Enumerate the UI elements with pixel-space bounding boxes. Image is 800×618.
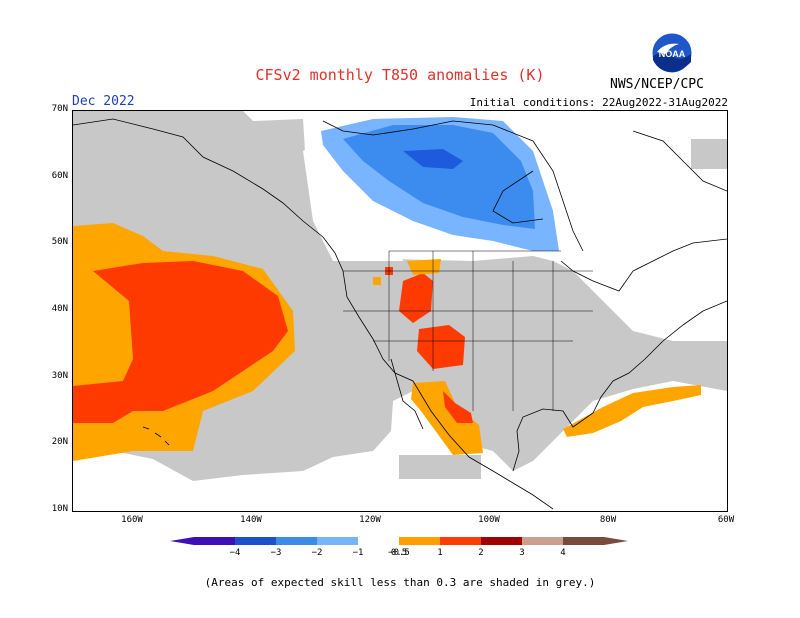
colorbar-cell	[276, 537, 317, 545]
chart-title: CFSv2 monthly T850 anomalies (K)	[255, 66, 545, 84]
initial-conditions: Initial conditions: 22Aug2022-31Aug2022	[469, 96, 728, 109]
colorbar-cell	[194, 537, 235, 545]
noaa-logo: NOAA	[651, 32, 693, 74]
colorbar-arrow-right	[604, 537, 628, 545]
lat-label: 60N	[51, 171, 68, 181]
colorbar-label: −1	[352, 548, 364, 558]
grey-patch	[691, 139, 727, 169]
colorbar-arrow-left	[170, 537, 194, 545]
agency-label: NWS/NCEP/CPC	[610, 77, 704, 92]
coastlines	[73, 118, 727, 510]
lat-label: 50N	[51, 237, 68, 247]
cold-anomaly-dark	[403, 149, 463, 169]
lat-label: 40N	[51, 304, 68, 314]
lon-label: 100W	[478, 515, 500, 525]
lon-label: 60W	[717, 515, 735, 525]
logo-text: NOAA	[659, 49, 686, 59]
warm-anomaly-us-dot	[373, 277, 381, 285]
warm-anomaly-us-north	[399, 273, 433, 323]
warm-anomaly-us-south	[417, 325, 465, 369]
cold-anomaly-medium	[343, 125, 535, 229]
colorbar-cell	[522, 537, 563, 545]
warm-anomaly-mexico-core	[443, 391, 473, 423]
colorbar-cell	[317, 537, 358, 545]
colorbar-cell	[440, 537, 481, 545]
colorbar-cell	[235, 537, 276, 545]
colorbar-cell	[399, 537, 440, 545]
lat-label: 30N	[51, 371, 68, 381]
colorbar-cell	[481, 537, 522, 545]
colorbar-cell	[563, 537, 604, 545]
lat-label: 70N	[51, 104, 68, 114]
colorbar-label: −2	[311, 548, 323, 558]
anomaly-map	[72, 110, 728, 512]
lon-label: 160W	[121, 515, 143, 525]
colorbar-label: 4	[560, 548, 566, 558]
colorbar-label: −3	[270, 548, 282, 558]
colorbar-label: −4	[229, 548, 241, 558]
colorbar-label: −0.5	[388, 548, 410, 558]
warm-anomaly-us-small	[407, 259, 441, 275]
colorbar-label: 0.5	[390, 548, 408, 558]
grey-patch	[399, 455, 481, 479]
lat-label: 10N	[51, 504, 68, 514]
footnote: (Areas of expected skill less than 0.3 a…	[204, 576, 596, 589]
colorbar-label: 1	[437, 548, 443, 558]
colorbar-cell	[358, 537, 399, 545]
warm-anomaly-pacific-1	[73, 261, 288, 423]
forecast-month: Dec 2022	[72, 94, 135, 109]
hawaii-islands	[142, 426, 170, 446]
map-canvas	[73, 111, 727, 510]
colorbar-label: 3	[519, 548, 525, 558]
lon-label: 80W	[599, 515, 617, 525]
warm-anomaly-mexico	[411, 381, 483, 455]
warm-anomaly-atlantic	[563, 385, 701, 437]
colorbar-label: 2	[478, 548, 484, 558]
colorbar	[170, 537, 628, 545]
lat-label: 20N	[51, 437, 68, 447]
state-borders	[343, 250, 593, 411]
lon-label: 120W	[359, 515, 381, 525]
white-area	[303, 139, 403, 261]
lon-label: 140W	[240, 515, 262, 525]
